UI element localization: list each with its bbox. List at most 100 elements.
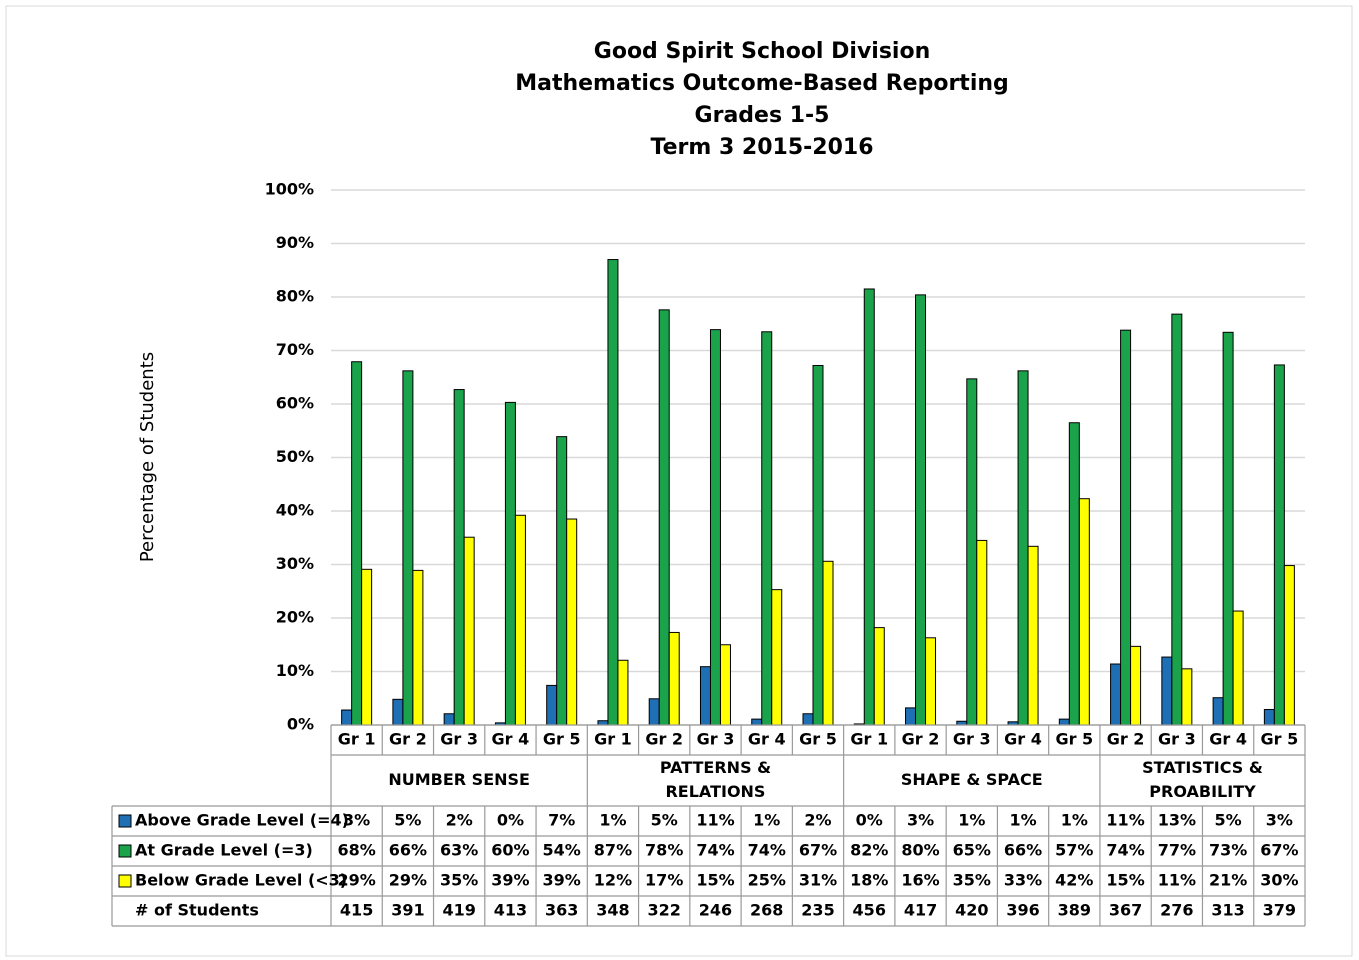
bar (1110, 663, 1122, 726)
bar (668, 631, 680, 726)
data-label: 1% (958, 811, 985, 830)
data-label: 15% (696, 871, 734, 890)
data-label: 2% (804, 811, 831, 830)
student-count: 246 (699, 901, 732, 920)
bar (1017, 370, 1029, 726)
x-tick-label: Gr 1 (594, 730, 632, 749)
bar (1120, 329, 1132, 726)
legend-swatch (118, 814, 132, 828)
data-label: 3% (343, 811, 370, 830)
student-count: 348 (596, 901, 629, 920)
data-label: 63% (440, 841, 478, 860)
x-tick-label: Gr 2 (902, 730, 940, 749)
data-label: 66% (1004, 841, 1042, 860)
student-count: 456 (853, 901, 886, 920)
chart-title: Grades 1-5 (695, 103, 830, 128)
y-tick-label: 50% (276, 447, 314, 466)
bar (617, 659, 629, 726)
y-tick-label: 0% (287, 715, 314, 734)
chart-title: Mathematics Outcome-Based Reporting (515, 71, 1009, 96)
group-label: PROABILITY (1149, 782, 1256, 801)
x-tick-label: Gr 3 (697, 730, 735, 749)
student-count: 268 (750, 901, 783, 920)
bar (863, 288, 875, 726)
data-label: 11% (696, 811, 734, 830)
bar (443, 713, 455, 726)
data-label: 17% (645, 871, 683, 890)
bar (463, 536, 475, 726)
bar (412, 569, 424, 726)
data-label: 18% (850, 871, 888, 890)
data-label: 5% (1215, 811, 1242, 830)
bar (453, 389, 465, 726)
x-tick-label: Gr 2 (1107, 730, 1145, 749)
data-label: 11% (1106, 811, 1144, 830)
bar (1222, 331, 1234, 726)
x-tick-label: Gr 5 (1055, 730, 1093, 749)
data-label: 74% (1106, 841, 1144, 860)
data-label: 82% (850, 841, 888, 860)
bar (802, 713, 814, 726)
data-label: 11% (1158, 871, 1196, 890)
group-label: NUMBER SENSE (388, 770, 530, 789)
bar (1068, 422, 1080, 726)
data-label: 65% (953, 841, 991, 860)
data-label: 29% (389, 871, 427, 890)
student-count: 322 (648, 901, 681, 920)
bar (1181, 668, 1193, 726)
legend-label: At Grade Level (=3) (135, 841, 313, 860)
bar (1027, 545, 1039, 726)
data-label: 35% (440, 871, 478, 890)
y-tick-label: 10% (276, 661, 314, 680)
student-count: 413 (494, 901, 527, 920)
student-count: 235 (801, 901, 834, 920)
data-label: 87% (594, 841, 632, 860)
student-count: 367 (1109, 901, 1142, 920)
student-count: 396 (1006, 901, 1039, 920)
student-count: 417 (904, 901, 937, 920)
data-label: 15% (1106, 871, 1144, 890)
student-count: 420 (955, 901, 988, 920)
legend-label: Above Grade Level (=4) (135, 811, 349, 830)
data-label: 31% (799, 871, 837, 890)
data-label: 74% (748, 841, 786, 860)
x-tick-label: Gr 1 (850, 730, 888, 749)
bar (1232, 610, 1244, 726)
data-label: 0% (856, 811, 883, 830)
bar (341, 709, 353, 726)
x-tick-label: Gr 3 (440, 730, 478, 749)
student-count: 419 (442, 901, 475, 920)
bar (658, 309, 670, 726)
bar (1212, 697, 1224, 726)
bar (976, 539, 988, 726)
bar (1273, 364, 1285, 726)
bar (1078, 498, 1090, 726)
bar (966, 378, 978, 726)
bar (709, 329, 721, 726)
bar (566, 518, 578, 726)
data-label: 39% (543, 871, 581, 890)
data-label: 3% (1266, 811, 1293, 830)
data-label: 80% (901, 841, 939, 860)
data-label: 1% (599, 811, 626, 830)
student-count: 379 (1263, 901, 1296, 920)
chart-title: Good Spirit School Division (594, 39, 930, 64)
bar (1161, 656, 1173, 726)
x-tick-label: Gr 4 (1209, 730, 1247, 749)
bar (597, 720, 609, 726)
data-label: 1% (1061, 811, 1088, 830)
x-tick-label: Gr 2 (389, 730, 427, 749)
bar (1130, 645, 1142, 726)
bar (873, 627, 885, 726)
bar (546, 684, 558, 726)
data-label: 16% (901, 871, 939, 890)
x-tick-label: Gr 5 (799, 730, 837, 749)
data-label: 67% (1260, 841, 1298, 860)
bar (1171, 313, 1183, 726)
data-label: 7% (548, 811, 575, 830)
data-label: 60% (491, 841, 529, 860)
data-label: 66% (389, 841, 427, 860)
data-label: 57% (1055, 841, 1093, 860)
x-tick-label: Gr 2 (645, 730, 683, 749)
